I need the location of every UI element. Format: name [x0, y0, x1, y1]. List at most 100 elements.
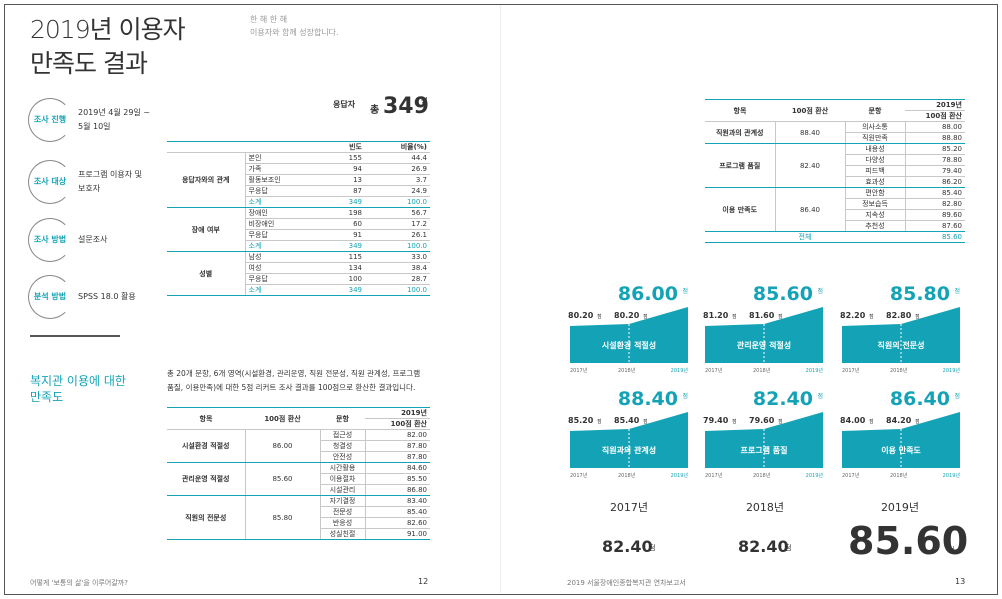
score-2019: 85.60: [752, 283, 813, 305]
row: 비장애인 60 17.2: [167, 218, 430, 230]
unit: 점: [954, 288, 960, 295]
survey-label: 조사 대상: [33, 177, 67, 186]
row: 소계 349 100.0: [167, 284, 430, 296]
percent-cell: 100.0: [365, 196, 430, 208]
unit: 점: [869, 419, 874, 425]
score-label: 85.40: [614, 416, 640, 425]
item-score-cell: 79.40: [905, 165, 965, 177]
row: 성실친절 91.00: [167, 528, 430, 540]
trend-panel: 82.40 점 79.40 점 79.60 점 프로그램 품질 2017년 2018년 2019년: [703, 388, 823, 483]
header-cell: 빈도: [320, 141, 365, 153]
item-cell: 직원만족: [845, 132, 906, 144]
row: 이용절차 85.50: [167, 473, 430, 485]
survey-text: 프로그램 이용자 및: [78, 170, 142, 179]
area-score-cell: 82.40: [775, 143, 846, 188]
total-value: 82.40: [602, 537, 653, 556]
percent-cell: 38.4: [365, 262, 430, 274]
item-score-cell: 87.60: [905, 220, 965, 232]
description: 품질, 이용만족)에 대한 5점 리커트 조사 결과를 100점으로 환산한 결…: [167, 383, 416, 392]
year-label: 2017년: [842, 473, 860, 479]
percent-cell: 33.0: [365, 251, 430, 263]
category-cell: 소계: [245, 240, 320, 252]
item-cell: 반응성: [320, 517, 366, 529]
percent-cell: 100.0: [365, 240, 430, 252]
survey-label: 분석 방법: [33, 292, 67, 301]
area-shape: [705, 412, 823, 468]
respondents-label: 응답자: [333, 100, 356, 109]
header-cell: 100점 환산: [365, 418, 430, 430]
item-score-cell: 91.00: [365, 528, 430, 540]
year-label: 2019년: [805, 368, 823, 374]
item-score-cell: 84.60: [365, 462, 430, 474]
frame: [4, 4, 998, 595]
header-row: 100점 환산: [167, 418, 430, 430]
trend-panel: 86.00 점 80.20 점 80.20 점 시설환경 적절성 2017년 2018년 2019…: [568, 283, 688, 378]
header-row: 항목 100점 환산 문항 2019년: [167, 407, 430, 430]
year-label: 2018년: [890, 368, 908, 374]
item-cell: 효과성: [845, 176, 906, 188]
item-cell: 추천성: [845, 220, 906, 232]
score-label: 84.20: [886, 416, 912, 425]
demographics-table: 빈도 비율(%) 응답자와의 관계 본인 155 44.4 가족 94 26.9 활동보조인 13 3…: [167, 141, 430, 296]
item-cell: 내용성: [845, 143, 906, 155]
item-cell: 피드백: [845, 165, 906, 177]
year-label: 2017년: [842, 368, 860, 374]
item-score-cell: 78.80: [905, 154, 965, 166]
section-heading: 만족도: [30, 390, 64, 404]
header-row: 빈도 비율(%): [167, 141, 430, 153]
total-value: 85.60: [848, 519, 969, 563]
area-cell: 프로그램 품질: [705, 143, 776, 188]
percent-cell: 24.9: [365, 185, 430, 197]
section-rule: [30, 335, 120, 337]
row: 안전성 87.80: [167, 451, 430, 463]
unit: 점: [682, 288, 688, 295]
year-label: 2017년: [570, 368, 588, 374]
item-cell: 시설관리: [320, 484, 366, 496]
category-cell: 소계: [245, 196, 320, 208]
percent-cell: 100.0: [365, 284, 430, 296]
unit: 점: [649, 544, 656, 552]
item-score-cell: 87.80: [365, 451, 430, 463]
unit: 점: [597, 314, 602, 320]
survey-circle: [28, 98, 72, 142]
unit: 점: [732, 314, 737, 320]
category-cell: 활동보조인: [245, 174, 320, 186]
row: 이용 만족도 86.40 편안함 85.40: [705, 187, 965, 232]
item-score-cell: 85.20: [905, 143, 965, 155]
trend-area: [570, 412, 688, 468]
item-score-cell: 87.80: [365, 440, 430, 452]
header-cell: 100점 환산: [245, 407, 320, 430]
year-label: 2018년: [890, 473, 908, 479]
unit: 점: [954, 393, 960, 400]
year-label: 2018년: [618, 368, 636, 374]
year-label: 2017년: [705, 368, 723, 374]
survey-circle: [28, 275, 72, 319]
unit: 점: [732, 419, 737, 425]
row: 반응성 82.60: [167, 517, 430, 529]
row: 다양성 78.80: [705, 154, 965, 166]
score-2019: 85.80: [889, 283, 950, 305]
trend-area: [570, 307, 688, 363]
unit: 점: [643, 314, 648, 320]
frequency-cell: 155: [320, 152, 365, 164]
unit: 점: [817, 393, 823, 400]
item-score-cell: 85.50: [365, 473, 430, 485]
footer: 2019 서울장애인종합복지관 연차보고서: [567, 579, 686, 587]
area-score-cell: 85.80: [245, 495, 321, 540]
area-shape: [842, 307, 960, 363]
year-label: 2018년: [753, 368, 771, 374]
item-score-cell: 89.60: [905, 209, 965, 221]
trend-panel: 86.40 점 84.00 점 84.20 점 이용 만족도 2017년 2018년 2019년: [840, 388, 960, 483]
row: 가족 94 26.9: [167, 163, 430, 175]
frequency-cell: 60: [320, 218, 365, 230]
row: 소계 349 100.0: [167, 240, 430, 252]
row: 정보습득 82.80: [705, 198, 965, 210]
trend-name: 프로그램 품질: [740, 446, 788, 455]
row: 전문성 85.40: [167, 506, 430, 518]
item-cell: 안전성: [320, 451, 366, 463]
group-cell: 장애 여부: [167, 207, 246, 252]
trend-area: [842, 412, 960, 468]
item-cell: 접근성: [320, 429, 366, 441]
item-cell: 자기결정: [320, 495, 366, 507]
row: 피드백 79.40: [705, 165, 965, 177]
